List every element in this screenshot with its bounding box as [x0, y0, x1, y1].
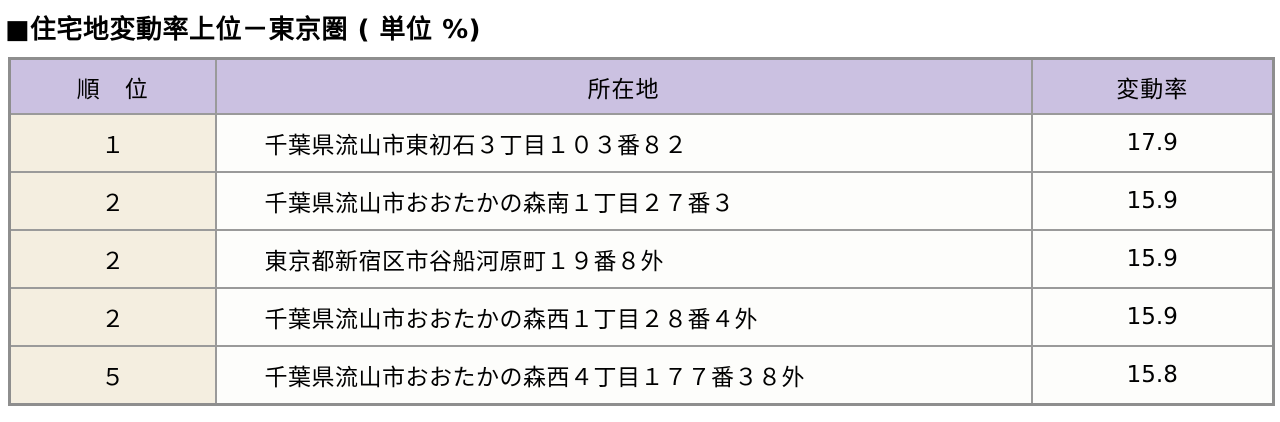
table-title: ■住宅地変動率上位－東京圏 ( 単位 %) — [5, 15, 482, 45]
location-cell: 千葉県流山市おおたかの森西４丁目１７７番３８外 — [214, 345, 1033, 406]
table-row: ５ 千葉県流山市おおたかの森西４丁目１７７番３８外 15.8 — [8, 345, 1275, 406]
rate-cell: 15.8 — [1030, 345, 1275, 406]
table-row: ２ 東京都新宿区市谷船河原町１９番８外 15.9 — [8, 229, 1275, 289]
rank-cell: ２ — [8, 171, 217, 231]
table-row: １ 千葉県流山市東初石３丁目１０３番８２ 17.9 — [8, 113, 1275, 173]
rank-cell: ２ — [8, 229, 217, 289]
rate-cell: 15.9 — [1030, 287, 1275, 347]
table-row: ２ 千葉県流山市おおたかの森西１丁目２８番４外 15.9 — [8, 287, 1275, 347]
location-cell: 千葉県流山市東初石３丁目１０３番８２ — [214, 113, 1033, 173]
location-cell: 千葉県流山市おおたかの森南１丁目２７番３ — [214, 171, 1033, 231]
land-price-table: 順 位 所在地 変動率 １ 千葉県流山市東初石３丁目１０３番８２ 17.9 ２ … — [8, 57, 1275, 406]
rank-cell: ２ — [8, 287, 217, 347]
col-header-rank: 順 位 — [8, 57, 217, 115]
col-header-rate: 変動率 — [1030, 57, 1275, 115]
rank-cell: １ — [8, 113, 217, 173]
rate-cell: 15.9 — [1030, 229, 1275, 289]
rate-cell: 17.9 — [1030, 113, 1275, 173]
rate-cell: 15.9 — [1030, 171, 1275, 231]
rank-cell: ５ — [8, 345, 217, 406]
header-row: 順 位 所在地 変動率 — [8, 57, 1275, 115]
location-cell: 東京都新宿区市谷船河原町１９番８外 — [214, 229, 1033, 289]
table-row: ２ 千葉県流山市おおたかの森南１丁目２７番３ 15.9 — [8, 171, 1275, 231]
col-header-location: 所在地 — [214, 57, 1033, 115]
location-cell: 千葉県流山市おおたかの森西１丁目２８番４外 — [214, 287, 1033, 347]
